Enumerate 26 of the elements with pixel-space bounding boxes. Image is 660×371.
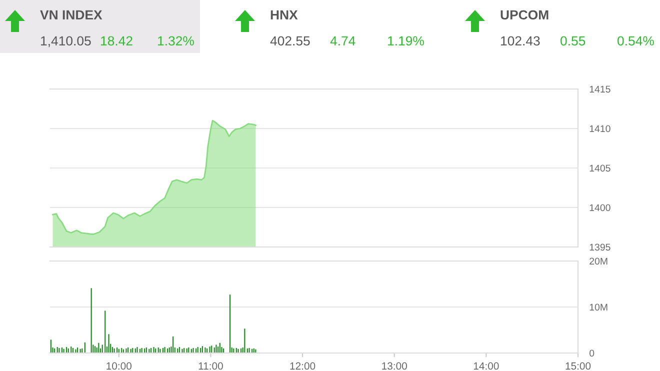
text: VN INDEX (40, 10, 102, 20)
y-tick-label: 1400 (590, 204, 610, 212)
x-tick-label: 10:00 (106, 362, 132, 370)
text: 1,410.05 (41, 36, 91, 48)
x-tick-label: 14:00 (474, 362, 499, 370)
text: HNX (270, 10, 298, 20)
text: 102.43 (501, 36, 540, 46)
y-tick-label: 0 (589, 350, 594, 357)
text: 1.19% (388, 36, 424, 46)
text: 402.55 (270, 36, 310, 46)
text: 4.74 (330, 36, 356, 46)
text: 1.32% (158, 36, 194, 46)
text: 0.55 (560, 36, 586, 46)
y-tick-label: 20M (590, 258, 608, 265)
text: 0.54% (618, 36, 654, 46)
y-tick-label: 1415 (590, 86, 610, 93)
text: UPCOM (500, 10, 548, 20)
x-tick-label: 12:00 (290, 362, 316, 370)
y-tick-label: 10M (590, 304, 608, 311)
y-tick-label: 1410 (590, 125, 610, 132)
x-tick-label: 13:00 (382, 362, 407, 370)
y-tick-label: 1405 (590, 164, 610, 172)
y-tick-label: 1395 (590, 244, 610, 251)
text: 18.42 (101, 36, 132, 46)
x-tick-label: 11:00 (198, 362, 223, 370)
x-tick-label: 15:00 (566, 362, 591, 370)
